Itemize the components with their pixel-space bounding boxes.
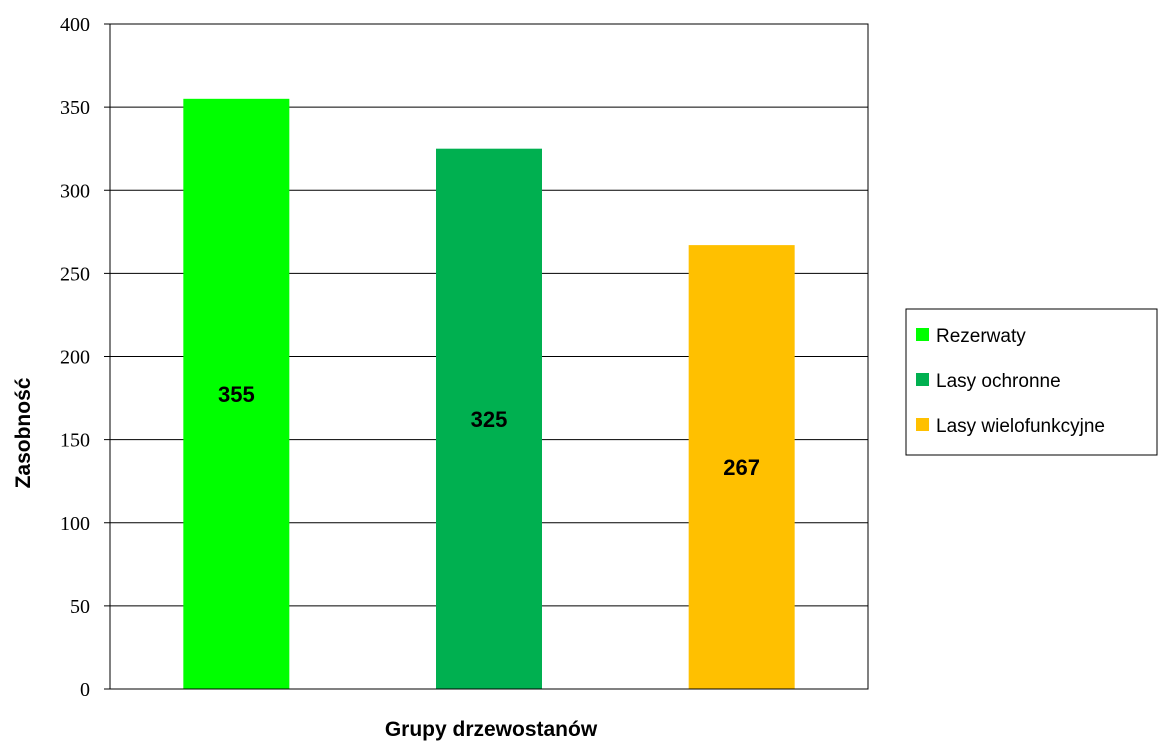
data-labels: 355 325 267 xyxy=(218,382,760,480)
x-axis-title: Grupy drzewostanów xyxy=(385,718,598,741)
data-label: 355 xyxy=(218,382,255,407)
legend-label: Rezerwaty xyxy=(936,326,1026,347)
y-tick-label: 100 xyxy=(60,513,90,535)
bars xyxy=(183,98,795,690)
legend-swatch xyxy=(916,418,929,431)
legend-swatch xyxy=(916,328,929,341)
y-tick-label: 400 xyxy=(60,14,90,36)
bar xyxy=(436,148,542,689)
y-axis-title: Zasobność xyxy=(12,377,35,488)
legend-box xyxy=(905,308,1158,456)
y-axis-ticks: 0 50 100 150 200 250 300 350 400 xyxy=(60,14,110,701)
legend-swatch xyxy=(916,373,929,386)
legend: Rezerwaty Lasy ochronne Lasy wielofunkcyjn… xyxy=(905,308,1158,456)
y-tick-label: 250 xyxy=(60,263,90,285)
y-tick-label: 0 xyxy=(80,679,90,701)
bar xyxy=(183,98,290,689)
data-label: 325 xyxy=(471,407,508,432)
y-tick-label: 350 xyxy=(60,97,90,119)
legend-label: Lasy ochronne xyxy=(936,371,1061,392)
y-tick-label: 300 xyxy=(60,180,90,202)
y-tick-label: 150 xyxy=(60,430,90,452)
y-tick-label: 200 xyxy=(60,347,90,369)
y-tick-label: 50 xyxy=(70,596,90,618)
data-label: 267 xyxy=(723,455,760,480)
bar xyxy=(688,245,795,690)
legend-label: Lasy wielofunkcyjne xyxy=(936,416,1105,437)
